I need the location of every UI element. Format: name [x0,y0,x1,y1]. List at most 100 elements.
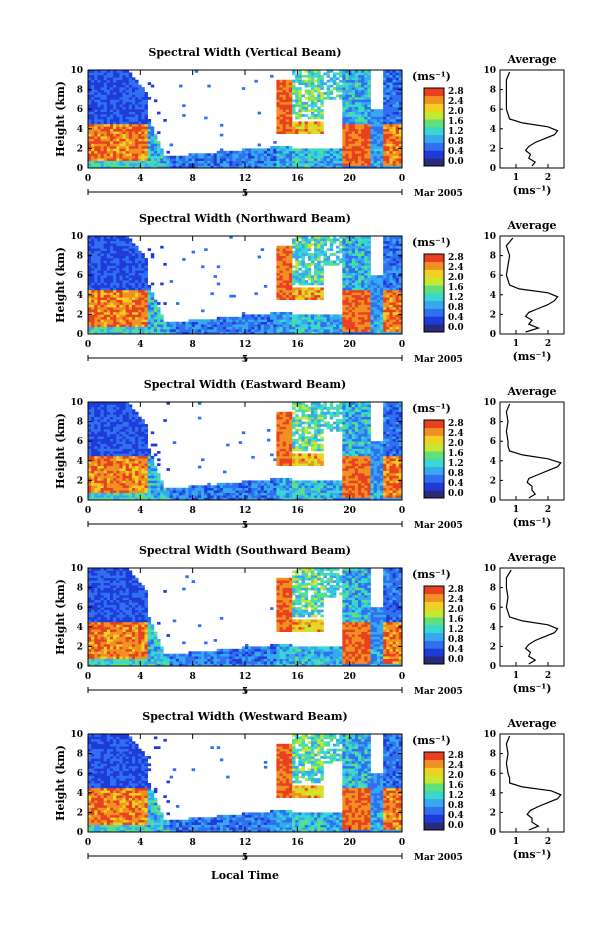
heatmap-cell [88,161,91,164]
heatmap-cell [349,329,352,332]
heatmap-cell [119,114,122,117]
heatmap-cell [283,258,286,261]
heatmap-cell [119,327,122,330]
heatmap-cell [148,126,151,129]
heatmap-cell [320,114,323,117]
heatmap-cell [305,322,308,325]
heatmap-cell [377,146,380,149]
heatmap-cell [261,153,264,156]
heatmap-cell [245,317,248,320]
heatmap-cell [292,238,295,241]
heatmap-cell [352,285,355,288]
heatmap-cell [126,163,129,166]
heatmap-cell [91,327,94,330]
heatmap-cell [135,322,138,325]
heatmap-cell [204,319,207,322]
heatmap-cell [88,144,91,147]
heatmap-cell [138,324,141,327]
heatmap-cell [393,258,396,261]
heatmap-cell [104,466,107,469]
heatmap-cell [396,161,399,164]
heatmap-cell [94,324,97,327]
heatmap-cell [383,310,386,313]
heatmap-cell [104,163,107,166]
heatmap-cell [110,126,113,129]
heatmap-cell [342,297,345,300]
heatmap-cell [383,87,386,90]
heatmap-cell [113,290,116,293]
heatmap-cell [374,126,377,129]
heatmap-cell [261,317,264,320]
heatmap-cell [129,268,132,271]
heatmap-cell [345,151,348,154]
heatmap-cell [135,261,138,264]
heatmap-cell [97,312,100,315]
heatmap-cell [229,158,232,161]
heatmap-cell [386,261,389,264]
heatmap-cell [286,129,289,132]
heatmap-cell [119,131,122,134]
heatmap-cell [342,283,345,286]
heatmap-cell [283,109,286,112]
heatmap-cell [389,283,392,286]
heatmap-cell [324,256,327,259]
heatmap-cell [110,243,113,246]
heatmap-cell [192,158,195,161]
heatmap-cell [358,126,361,129]
heatmap-cell [345,107,348,110]
heatmap-cell [116,268,119,271]
heatmap-cell [101,493,104,496]
heatmap-cell [207,322,210,325]
heatmap-cell [101,458,104,461]
heatmap-cell [283,92,286,95]
heatmap-cell [129,302,132,305]
heatmap-cell [88,141,91,144]
heatmap-cell [129,310,132,313]
heatmap-cell [374,287,377,290]
heatmap-cell [386,327,389,330]
heatmap-cell [349,119,352,122]
heatmap-cell [107,275,110,278]
heatmap-cell [119,238,122,241]
heatmap-cell [132,327,135,330]
heatmap-cell [88,302,91,305]
heatmap-cell [374,327,377,330]
heatmap-cell [107,263,110,266]
heatmap-cell [239,153,242,156]
colorbar-swatch [424,324,444,332]
heatmap-cell [119,141,122,144]
heatmap-cell [289,295,292,298]
heatmap-cell [188,153,191,156]
heatmap-cell [101,102,104,105]
heatmap-cell [126,153,129,156]
heatmap-cell [330,238,333,241]
heatmap-cell [389,314,392,317]
heatmap-cell [358,292,361,295]
heatmap-cell [97,436,100,439]
heatmap-cell [342,148,345,151]
heatmap-cell [295,248,298,251]
heatmap-cell [217,327,220,330]
heatmap-cell [327,261,330,264]
heatmap-cell [289,285,292,288]
heatmap-cell [258,161,261,164]
heatmap-cell [383,102,386,105]
heatmap-cell [327,329,330,332]
heatmap-cell [138,270,141,273]
heatmap-cell [97,75,100,78]
heatmap-cell [298,95,301,98]
heatmap-cell [383,109,386,112]
heatmap-cell [345,114,348,117]
heatmap-cell [345,146,348,149]
heatmap-cell [267,314,270,317]
heatmap-cell [104,238,107,241]
heatmap-cell [389,131,392,134]
heatmap-cell [182,161,185,164]
heatmap-cell [236,161,239,164]
heatmap-cell [320,112,323,115]
heatmap-cell [107,300,110,303]
heatmap-cell [110,82,113,85]
heatmap-cell [280,95,283,98]
heatmap-cell [101,107,104,110]
heatmap-cell [167,329,170,332]
